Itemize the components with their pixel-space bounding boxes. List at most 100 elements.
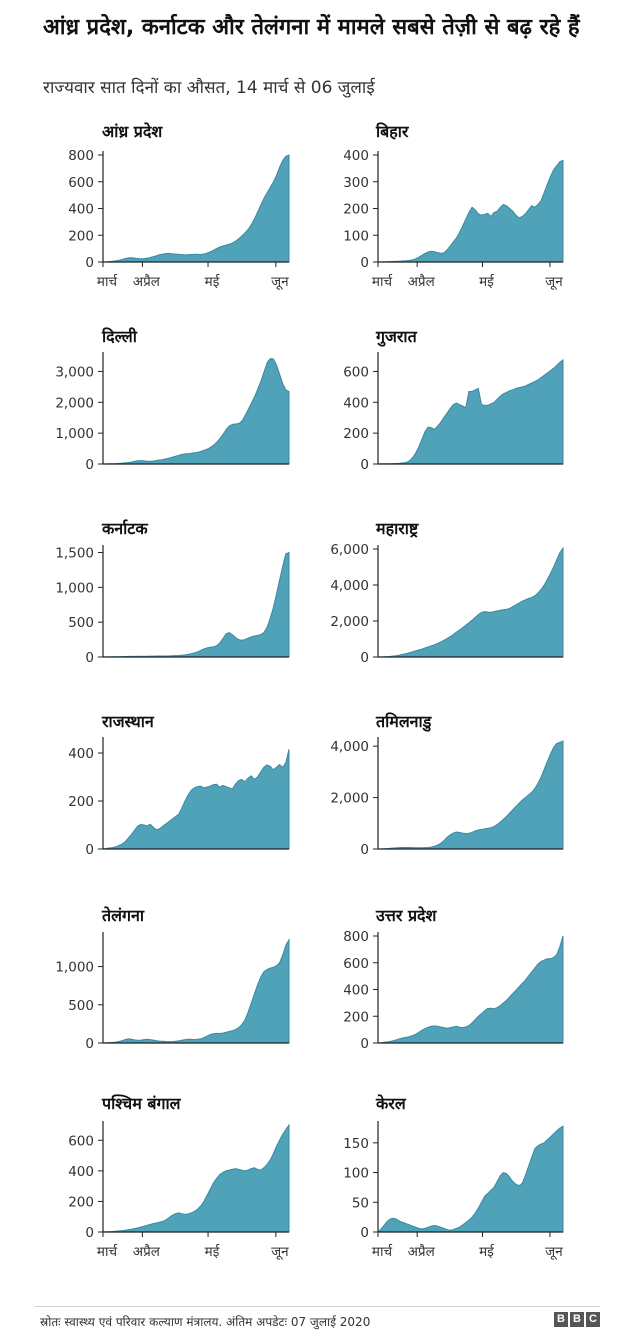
chart-6-title: महाराष्ट्र (376, 519, 419, 538)
chart-5-y-tick-label: 1,000 (55, 580, 94, 596)
chart-6-y-tick-label: 4,000 (330, 578, 369, 594)
chart-8-y-tick-label: 0 (360, 842, 369, 858)
chart-1-y-tick-label: 400 (68, 202, 94, 218)
chart-1-x-tick-label: मई (205, 273, 221, 290)
chart-6-plot: 0 2,000 4,000 6,000 (330, 542, 564, 666)
chart-3-y-tick-label: 0 (85, 457, 94, 473)
chart-10-plot: 0 200 400 600 800 (343, 929, 564, 1052)
chart-12-x-tick-label: मार्च (372, 1243, 393, 1260)
chart-9-area (102, 937, 290, 1044)
chart-8-y-tick-label: 4,000 (330, 739, 369, 755)
chart-12-area (376, 1125, 564, 1233)
chart-9-y-tick-label: 1,000 (55, 960, 94, 976)
chart-11-x-tick-label: अप्रैल (133, 1243, 161, 1260)
chart-11-area (102, 1123, 290, 1233)
chart-5-y-tick-label: 0 (85, 650, 94, 666)
chart-10-y-tick-label: 400 (343, 983, 369, 999)
bbc-logo-letter-b1: B (554, 1312, 568, 1327)
chart-12-title: केरल (376, 1094, 406, 1113)
chart-3-area (102, 357, 290, 465)
chart-10-title: उत्तर प्रदेश (376, 906, 437, 925)
chart-3-y-tick-label: 3,000 (55, 364, 94, 380)
chart-12-x-tick-label: अप्रैल (408, 1243, 436, 1260)
chart-2-x-tick-label: मार्च (372, 273, 393, 290)
chart-7-y-tick-label: 400 (68, 746, 94, 762)
bbc-logo-letter-b2: B (570, 1312, 584, 1327)
chart-9-y-tick-label: 0 (85, 1036, 94, 1052)
chart-12-x-tick-label: जून (545, 1244, 563, 1260)
chart-8-area (377, 740, 564, 850)
chart-10-y-tick-label: 600 (343, 956, 369, 972)
source-note: स्रोतः स्वास्थ्य एवं परिवार कल्याण मंत्र… (40, 1315, 371, 1329)
chart-2-y-tick-label: 200 (343, 202, 369, 218)
chart-4-y-tick-label: 200 (343, 426, 369, 442)
chart-8-y-tick-label: 2,000 (330, 791, 369, 807)
chart-7-area (102, 749, 290, 850)
chart-3-y-tick-label: 1,000 (55, 426, 94, 442)
chart-11-plot: 0 200 400 600 मार्च अप्रैल मई जून (68, 1121, 290, 1260)
chart-1-y-tick-label: 600 (68, 175, 94, 191)
chart-12-y-tick-label: 150 (343, 1136, 369, 1152)
chart-1-x-tick-label: जून (271, 274, 289, 290)
chart-3-y-tick-label: 2,000 (55, 395, 94, 411)
chart-2-x-tick-label: अप्रैल (408, 273, 436, 290)
chart-5-area (102, 551, 290, 658)
chart-6-y-tick-label: 6,000 (330, 542, 369, 558)
chart-subtitle: राज्यवार सात दिनों का औसत, 14 मार्च से 0… (43, 78, 375, 98)
chart-4-y-tick-label: 400 (343, 395, 369, 411)
chart-10-area (377, 935, 564, 1044)
chart-title: आंध्र प्रदेश, कर्नाटक और तेलंगना में माम… (43, 15, 580, 40)
chart-3-plot: 0 1,000 2,000 3,000 (55, 352, 290, 473)
chart-2-x-tick-label: मई (479, 273, 495, 290)
chart-9-title: तेलंगना (102, 906, 145, 925)
chart-4-area (377, 358, 564, 465)
chart-4-y-tick-label: 600 (343, 364, 369, 380)
chart-11-y-tick-label: 0 (85, 1225, 94, 1241)
bbc-logo: B B C (554, 1312, 600, 1327)
chart-5-plot: 0 500 1,000 1,500 (55, 545, 290, 666)
chart-2-y-tick-label: 100 (343, 228, 369, 244)
chart-1-y-tick-label: 200 (68, 228, 94, 244)
chart-2-y-tick-label: 400 (343, 148, 369, 164)
chart-8-title: तमिलनाडु (376, 712, 432, 731)
chart-10-y-tick-label: 0 (360, 1036, 369, 1052)
chart-6-y-tick-label: 0 (360, 650, 369, 666)
chart-11-x-tick-label: जून (271, 1244, 289, 1260)
chart-5-title: कर्नाटक (102, 519, 148, 538)
chart-12-y-tick-label: 100 (343, 1166, 369, 1182)
chart-11-y-tick-label: 200 (68, 1194, 94, 1210)
chart-4-y-tick-label: 0 (360, 457, 369, 473)
bbc-logo-letter-c: C (586, 1312, 600, 1327)
chart-12-y-tick-label: 50 (352, 1195, 369, 1211)
chart-10-y-tick-label: 200 (343, 1009, 369, 1025)
chart-9-plot: 0 500 1,000 (55, 932, 290, 1052)
chart-10-y-tick-label: 800 (343, 929, 369, 945)
chart-7-plot: 0 200 400 (68, 737, 290, 858)
chart-1-y-tick-label: 800 (68, 148, 94, 164)
chart-2-x-tick-label: जून (545, 274, 563, 290)
chart-11-title: पश्चिम बंगाल (102, 1094, 181, 1113)
chart-7-y-tick-label: 0 (85, 842, 94, 858)
chart-6-area (377, 546, 564, 658)
chart-7-y-tick-label: 200 (68, 794, 94, 810)
chart-5-y-tick-label: 1,500 (55, 545, 94, 561)
footer-divider (35, 1306, 600, 1307)
chart-6-y-tick-label: 2,000 (330, 614, 369, 630)
chart-8-plot: 0 2,000 4,000 (330, 737, 564, 858)
chart-1-plot: 0 200 400 600 800 मार्च अप्रैल मई जून (68, 148, 290, 290)
chart-2-y-tick-label: 0 (360, 255, 369, 271)
chart-2-area (378, 159, 564, 263)
chart-12-plot: 0 50 100 150 मार्च अप्रैल मई जून (343, 1121, 564, 1260)
chart-11-x-tick-label: मई (205, 1243, 221, 1260)
chart-4-title: गुजरात (376, 327, 417, 346)
chart-2-y-tick-label: 300 (343, 175, 369, 191)
chart-1-x-tick-label: मार्च (97, 273, 118, 290)
chart-1-area (102, 154, 290, 263)
chart-2-plot: 0 100 200 300 400 मार्च अप्रैल मई जून (343, 148, 564, 290)
chart-3-title: दिल्ली (102, 327, 137, 346)
chart-11-y-tick-label: 400 (68, 1164, 94, 1180)
chart-2-title: बिहार (376, 122, 409, 141)
chart-12-x-tick-label: मई (479, 1243, 495, 1260)
chart-9-y-tick-label: 500 (68, 998, 94, 1014)
chart-11-x-tick-label: मार्च (97, 1243, 118, 1260)
